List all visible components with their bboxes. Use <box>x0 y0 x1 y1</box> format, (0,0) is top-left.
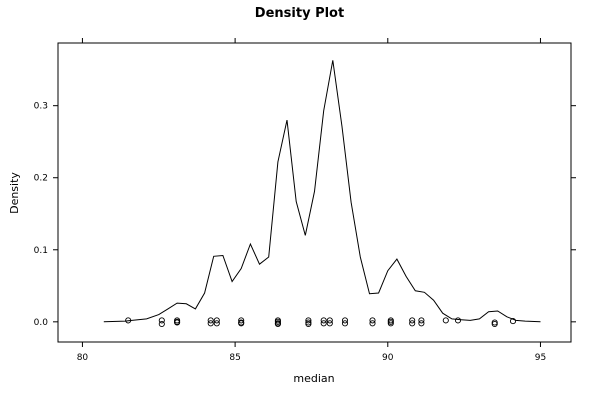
x-tick-label: 85 <box>229 353 240 363</box>
x-tick-label: 90 <box>382 353 394 363</box>
x-tick-label: 95 <box>535 353 546 363</box>
rug-point <box>305 317 312 324</box>
density-curve <box>103 60 541 323</box>
rug-point <box>491 320 498 328</box>
rug-point <box>158 317 165 324</box>
rug-point <box>158 320 165 328</box>
rug-point <box>341 317 349 324</box>
rug-point <box>369 317 376 324</box>
y-tick-label: 0.0 <box>34 318 49 328</box>
rug-point <box>418 317 425 324</box>
rug-points <box>125 317 517 328</box>
rug-point <box>213 320 220 327</box>
rug-point <box>418 320 425 327</box>
x-tick-label: 80 <box>77 353 89 363</box>
rug-point <box>238 320 245 327</box>
chart-title: Density Plot <box>255 6 344 21</box>
rug-point <box>238 317 245 324</box>
axis-tick-labels: 80 85 90 95 0.0 0.1 0.2 0.3 <box>34 102 547 363</box>
plot-frame <box>57 42 572 343</box>
x-axis-label: median <box>293 372 334 385</box>
y-tick-label: 0.3 <box>34 102 48 112</box>
rug-point <box>213 317 220 324</box>
y-tick-label: 0.2 <box>34 174 48 184</box>
rug-point <box>207 317 214 324</box>
rug-point <box>341 320 349 327</box>
rug-point <box>409 320 416 327</box>
rug-point <box>442 317 449 324</box>
rug-point <box>387 320 394 327</box>
rug-point <box>174 318 181 325</box>
rug-point <box>207 320 214 327</box>
y-tick-label: 0.1 <box>34 246 48 256</box>
rug-point <box>274 320 281 328</box>
rug-point <box>326 317 333 324</box>
rug-point <box>326 320 333 327</box>
rug-point <box>509 318 517 325</box>
rug-point <box>125 317 132 324</box>
rug-point <box>320 317 327 324</box>
rug-point <box>369 320 376 327</box>
axis-ticks <box>53 38 576 347</box>
y-axis-label: Density <box>8 172 21 214</box>
rug-point <box>305 320 312 328</box>
rug-point <box>320 320 327 327</box>
rug-point <box>454 317 462 324</box>
rug-point <box>409 317 416 324</box>
